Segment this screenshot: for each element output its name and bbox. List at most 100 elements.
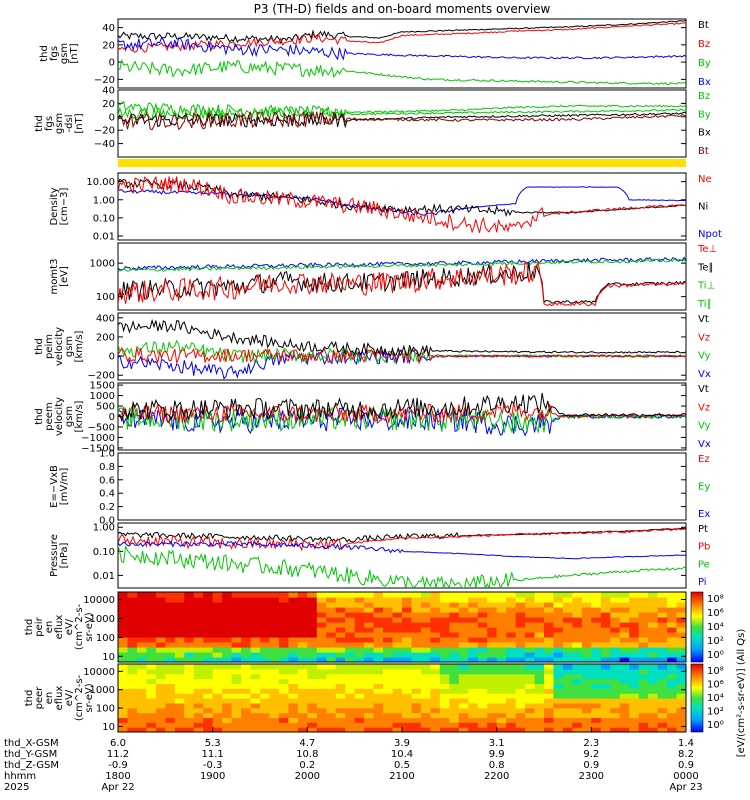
- x-tick-label: 2.3: [583, 738, 599, 749]
- y-label-line: gsm: [59, 43, 70, 64]
- legend-entry: Bz: [698, 39, 710, 50]
- y-label-peem-velocity: thd peem velocity gsm [km/s]: [34, 397, 85, 436]
- legend-entry: Ex: [698, 509, 710, 520]
- legend-entry: Ti∥: [697, 299, 712, 310]
- y-tick-label: 10.00: [86, 177, 115, 188]
- y-label-line: [eV]: [59, 266, 70, 287]
- x-tick-label: Apr 23: [669, 782, 702, 793]
- y-label-line: peim: [44, 334, 55, 359]
- x-tick-label: 1.4: [678, 738, 694, 749]
- y-label-line: en: [44, 692, 55, 705]
- x-tick-label: 6.0: [110, 738, 126, 749]
- series-mom-temp-Te⊥: [118, 260, 686, 307]
- legend-entry: Pi: [698, 577, 707, 588]
- chart-title: P3 (TH-D) fields and on-board moments ov…: [254, 2, 551, 16]
- y-label-line: gsm: [54, 113, 65, 134]
- legend-entry: Vx: [698, 439, 711, 450]
- series-fgs-gsm-Bt: [118, 19, 686, 45]
- y-label-line: fgs: [44, 116, 55, 131]
- y-label-line: eV/: [64, 618, 75, 635]
- y-tick-label: 10: [102, 722, 115, 733]
- legend-entry: Ez: [698, 454, 710, 465]
- colorbar-tick: 10²: [707, 707, 724, 718]
- legend-entry: By: [698, 109, 711, 120]
- y-tick-label: −20: [94, 126, 115, 137]
- y-label-line: [mV/m]: [59, 468, 70, 506]
- x-tick-label: 0.5: [394, 760, 410, 771]
- legend-entry: Pb: [698, 542, 710, 553]
- y-tick-label: 10: [102, 652, 115, 663]
- y-label-fgs-gsm: thd fgs gsm [nT]: [39, 43, 80, 64]
- x-row-label: thd_Z-GSM: [4, 760, 59, 771]
- colorbar-tick: 10⁴: [707, 622, 724, 633]
- y-label-line: en: [44, 621, 55, 634]
- y-label-line: fgs: [49, 46, 60, 61]
- x-tick-label: 11.2: [107, 749, 129, 760]
- x-tick-label: 9.9: [489, 749, 505, 760]
- legend-entry: Bx: [698, 77, 711, 88]
- y-tick-label: 1.00: [93, 523, 115, 534]
- y-label-line: velocity: [54, 397, 65, 436]
- y-tick-label: −200: [88, 371, 115, 382]
- y-tick-label: 0.01: [93, 231, 115, 242]
- y-label-line: [cm−3]: [59, 188, 70, 226]
- y-label-efield: E=−VxB [mV/m]: [49, 465, 70, 508]
- x-tick-label: 1900: [200, 771, 225, 782]
- x-tick-label: 5.3: [205, 738, 221, 749]
- legend-entry: Pe: [698, 559, 710, 570]
- series-peem-velocity-Vt: [118, 392, 686, 423]
- y-label-line: thd: [34, 338, 45, 355]
- y-tick-label: 1000: [90, 391, 115, 402]
- y-label-peer-en-eflux: thd peer en eflux eV/(cm^2-s-sr-eV): [24, 674, 95, 721]
- x-tick-label: 9.2: [583, 749, 599, 760]
- legend-entry: Bt: [698, 20, 709, 31]
- panel-frame: [117, 312, 687, 381]
- y-tick-label: 0.0: [99, 516, 115, 527]
- x-axis-labels: thd_X-GSM 6.0 5.3 4.7 3.9 3.1 2.3 1.4 thd_Y-GSM 1…: [4, 727, 703, 793]
- legend-entry: Pt: [698, 524, 708, 535]
- y-label-mom-temp: momt3 [eV]: [49, 259, 70, 295]
- series-peem-velocity-Vz: [118, 401, 686, 425]
- legend-entry: Te∥: [697, 262, 714, 273]
- y-tick-label: 1000: [90, 259, 115, 270]
- y-tick-label: 0.10: [93, 213, 115, 224]
- series-fgs-gsm-dsl-By: [118, 106, 686, 122]
- legend-entry: By: [698, 58, 711, 69]
- y-label-line: gsm: [64, 406, 75, 427]
- y-label-line: thd: [34, 408, 45, 425]
- x-tick-label: 8.2: [678, 749, 694, 760]
- y-label-line: [km/s]: [74, 330, 85, 362]
- x-tick-label: 4.7: [299, 738, 315, 749]
- series-mom-temp-Ti∥: [118, 258, 686, 272]
- y-tick-label: −20: [94, 75, 115, 86]
- colorbar-label: [eV/(cm²-s-sr-eV)] (All Qs): [736, 629, 747, 758]
- y-label-line: (cm^2-s-: [74, 603, 85, 650]
- y-label-line: [nT]: [69, 43, 80, 63]
- colorbar-tick: 10⁸: [707, 594, 724, 605]
- y-tick-label: 100: [96, 633, 115, 644]
- y-tick-label: 0.4: [99, 489, 115, 500]
- y-tick-label: 400: [96, 313, 115, 324]
- y-tick-label: 1.00: [93, 195, 115, 206]
- y-label-line: momt3: [49, 259, 60, 295]
- x-tick-label: 0.9: [678, 760, 694, 771]
- colorbar-tick: 10⁶: [707, 680, 724, 691]
- x-tick-label: 1800: [105, 771, 130, 782]
- panel-pressure: 1.00 0.10 0.01 Pressure [nPa] Pt Pb Pe Pi: [49, 522, 710, 589]
- y-tick-label: −1500: [81, 443, 115, 454]
- y-label-line: sr-eV): [84, 683, 95, 712]
- y-tick-label: 0.2: [99, 502, 115, 513]
- series-fgs-gsm-dsl-Bz: [118, 100, 686, 119]
- panel-fgs-gsm: 40 20 0 −20 thd fgs gsm [nT] Bt Bz By Bx: [39, 18, 711, 89]
- x-tick-label: 0.2: [299, 760, 315, 771]
- y-label-line: peir: [34, 616, 45, 636]
- y-tick-label: 500: [96, 402, 115, 413]
- y-tick-label: 20: [102, 40, 115, 51]
- x-row-label: thd_X-GSM: [4, 738, 59, 749]
- y-tick-label: 1.0: [99, 449, 115, 460]
- y-label-peim-velocity: thd peim velocity gsm [km/s]: [34, 327, 85, 366]
- y-tick-label: 20: [102, 99, 115, 110]
- x-tick-label: Apr 22: [101, 782, 134, 793]
